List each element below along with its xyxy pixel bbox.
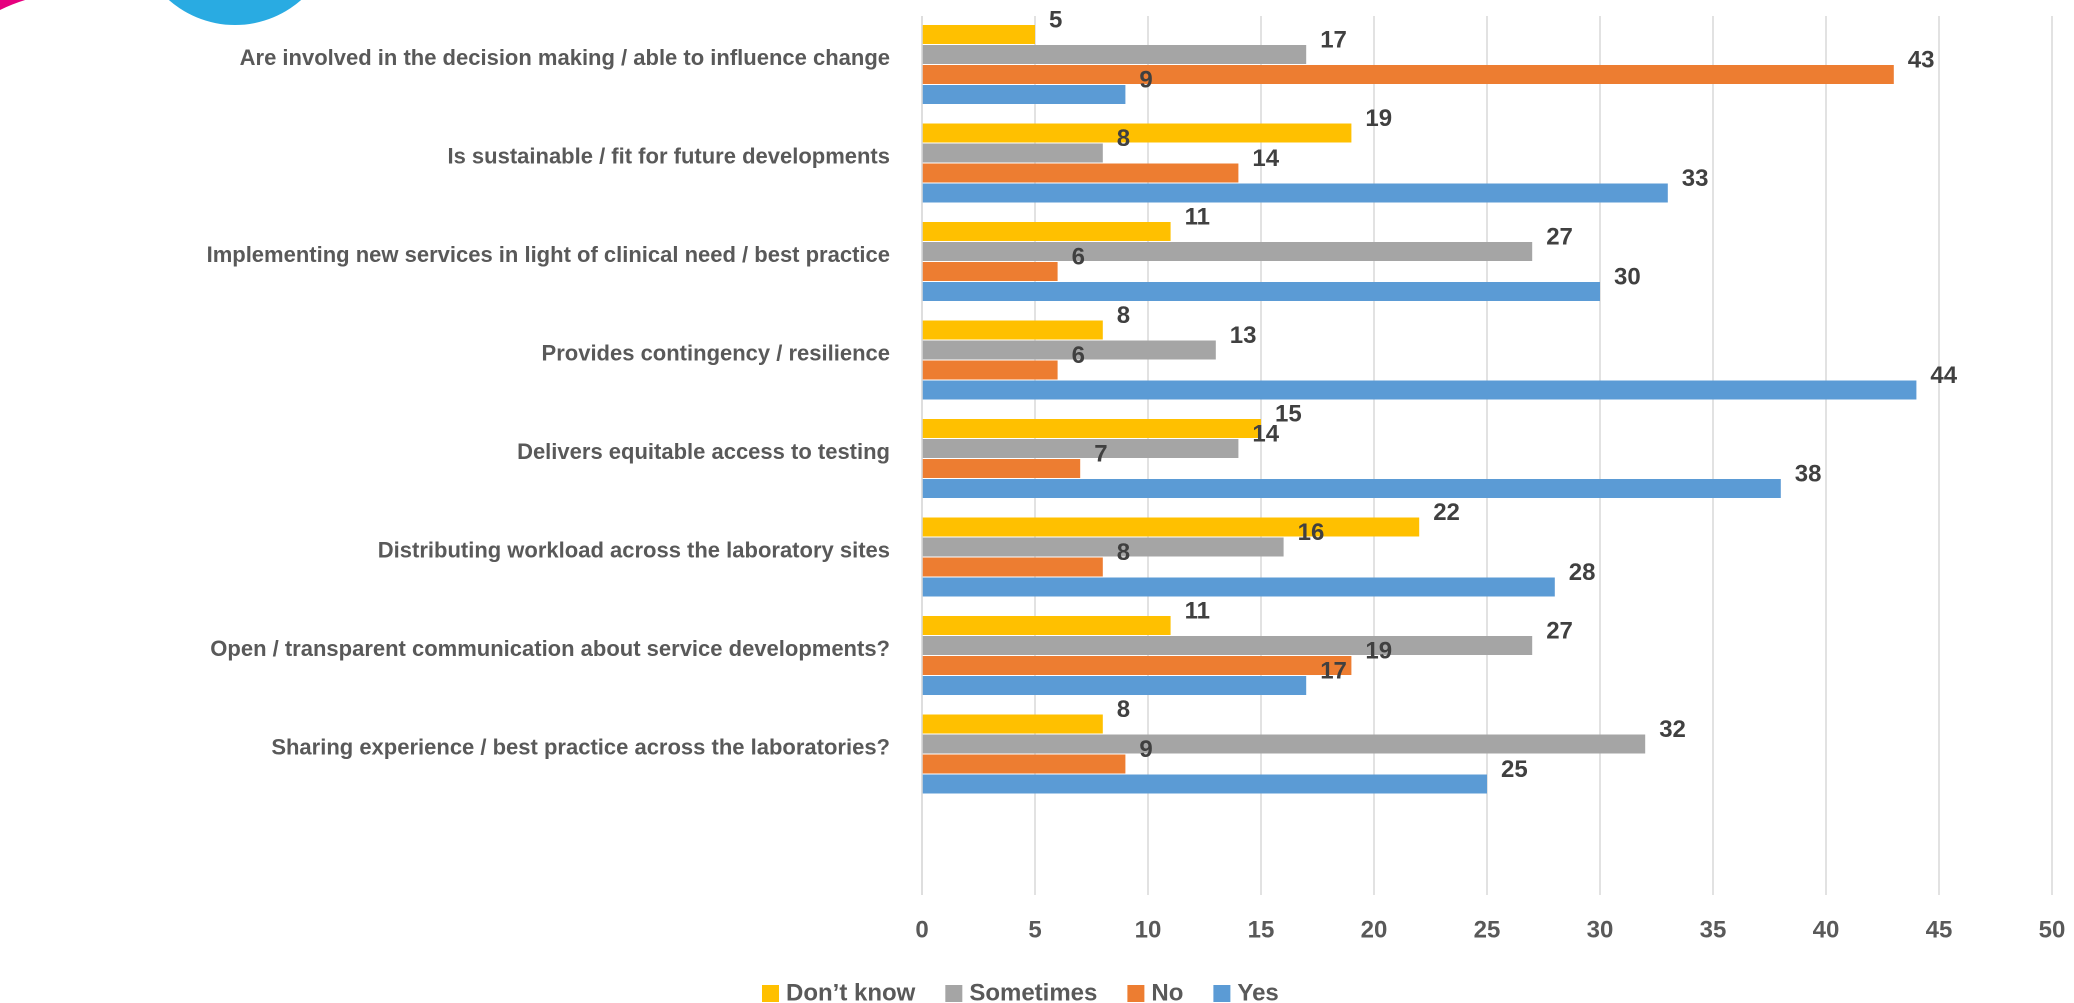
x-tick-label: 35 bbox=[1700, 916, 1727, 943]
bar bbox=[922, 380, 1917, 400]
bar bbox=[922, 774, 1487, 794]
value-label: 32 bbox=[1659, 716, 1686, 743]
legend-label: Yes bbox=[1237, 979, 1278, 1003]
legend-swatch bbox=[1127, 985, 1145, 1002]
value-label: 14 bbox=[1252, 420, 1279, 447]
bar bbox=[922, 25, 1035, 44]
bar bbox=[922, 577, 1555, 597]
value-label: 44 bbox=[1930, 362, 1957, 389]
bar bbox=[922, 537, 1284, 557]
x-tick-label: 30 bbox=[1587, 916, 1614, 943]
value-label: 19 bbox=[1365, 105, 1392, 132]
value-label: 11 bbox=[1185, 203, 1210, 230]
bar bbox=[922, 479, 1781, 498]
value-label: 19 bbox=[1365, 637, 1392, 664]
x-tick-label: 40 bbox=[1813, 916, 1840, 943]
x-tick-label: 5 bbox=[1028, 916, 1041, 943]
bar bbox=[922, 734, 1646, 754]
x-tick-label: 10 bbox=[1135, 916, 1162, 943]
decoration-circle bbox=[168, 0, 302, 25]
bar bbox=[922, 282, 1600, 301]
value-label: 13 bbox=[1230, 322, 1257, 349]
value-label: 27 bbox=[1546, 617, 1573, 644]
bar bbox=[922, 222, 1171, 241]
bar bbox=[922, 45, 1307, 64]
value-label: 9 bbox=[1139, 736, 1152, 763]
category-label: Provides contingency / resilience bbox=[542, 340, 890, 365]
legend-swatch bbox=[1213, 985, 1231, 1002]
legend-swatch bbox=[945, 985, 963, 1002]
value-label: 8 bbox=[1117, 302, 1130, 329]
category-label: Open / transparent communication about s… bbox=[210, 636, 890, 661]
bar bbox=[922, 183, 1668, 203]
category-label: Sharing experience / best practice acros… bbox=[271, 734, 890, 759]
value-label: 9 bbox=[1139, 66, 1152, 93]
legend-label: Sometimes bbox=[969, 979, 1097, 1003]
value-label: 38 bbox=[1795, 460, 1822, 487]
x-tick-label: 45 bbox=[1926, 916, 1953, 943]
category-label: Is sustainable / fit for future developm… bbox=[447, 143, 890, 168]
value-label: 17 bbox=[1320, 26, 1347, 53]
bar bbox=[922, 754, 1126, 774]
bar bbox=[922, 616, 1171, 635]
value-label: 11 bbox=[1185, 597, 1210, 624]
bar bbox=[922, 439, 1239, 458]
bar bbox=[922, 419, 1261, 438]
bar bbox=[922, 676, 1307, 695]
category-label: Delivers equitable access to testing bbox=[517, 439, 890, 464]
value-label: 30 bbox=[1614, 263, 1641, 290]
bar bbox=[922, 340, 1216, 360]
value-label: 6 bbox=[1072, 342, 1085, 369]
value-label: 5 bbox=[1049, 6, 1062, 33]
value-label: 22 bbox=[1433, 499, 1460, 526]
value-label: 43 bbox=[1908, 46, 1935, 73]
legend-swatch bbox=[762, 985, 779, 1002]
category-label: Are involved in the decision making / ab… bbox=[240, 45, 890, 70]
value-label: 33 bbox=[1682, 165, 1709, 192]
legend-label: Don’t know bbox=[786, 979, 916, 1003]
value-label: 16 bbox=[1298, 519, 1325, 546]
x-tick-label: 50 bbox=[2039, 916, 2066, 943]
bar bbox=[922, 123, 1352, 143]
bar bbox=[922, 262, 1058, 281]
x-tick-label: 15 bbox=[1248, 916, 1275, 943]
value-label: 8 bbox=[1117, 125, 1130, 152]
bar bbox=[922, 65, 1894, 84]
category-label: Distributing workload across the laborat… bbox=[378, 537, 890, 562]
x-tick-label: 20 bbox=[1361, 916, 1388, 943]
value-label: 25 bbox=[1501, 756, 1528, 783]
bar bbox=[922, 360, 1058, 380]
value-label: 27 bbox=[1546, 223, 1573, 250]
value-label: 28 bbox=[1569, 559, 1596, 586]
value-label: 14 bbox=[1252, 145, 1279, 172]
value-label: 7 bbox=[1094, 440, 1107, 467]
bar bbox=[922, 143, 1103, 163]
value-label: 6 bbox=[1072, 243, 1085, 270]
bar bbox=[922, 242, 1533, 261]
bar bbox=[922, 85, 1126, 104]
bar bbox=[922, 656, 1352, 675]
bar bbox=[922, 517, 1420, 537]
category-label: Implementing new services in light of cl… bbox=[207, 242, 890, 267]
bar bbox=[922, 557, 1103, 577]
bar bbox=[922, 714, 1103, 734]
legend-label: No bbox=[1151, 979, 1183, 1003]
value-label: 8 bbox=[1117, 539, 1130, 566]
decoration-arc bbox=[0, 0, 45, 10]
value-label: 8 bbox=[1117, 696, 1130, 723]
x-tick-label: 0 bbox=[915, 916, 928, 943]
bar bbox=[922, 320, 1103, 340]
bar bbox=[922, 459, 1081, 478]
bar bbox=[922, 636, 1533, 655]
value-label: 17 bbox=[1320, 657, 1347, 684]
value-label: 15 bbox=[1275, 400, 1302, 427]
x-tick-label: 25 bbox=[1474, 916, 1501, 943]
bar bbox=[922, 163, 1239, 183]
